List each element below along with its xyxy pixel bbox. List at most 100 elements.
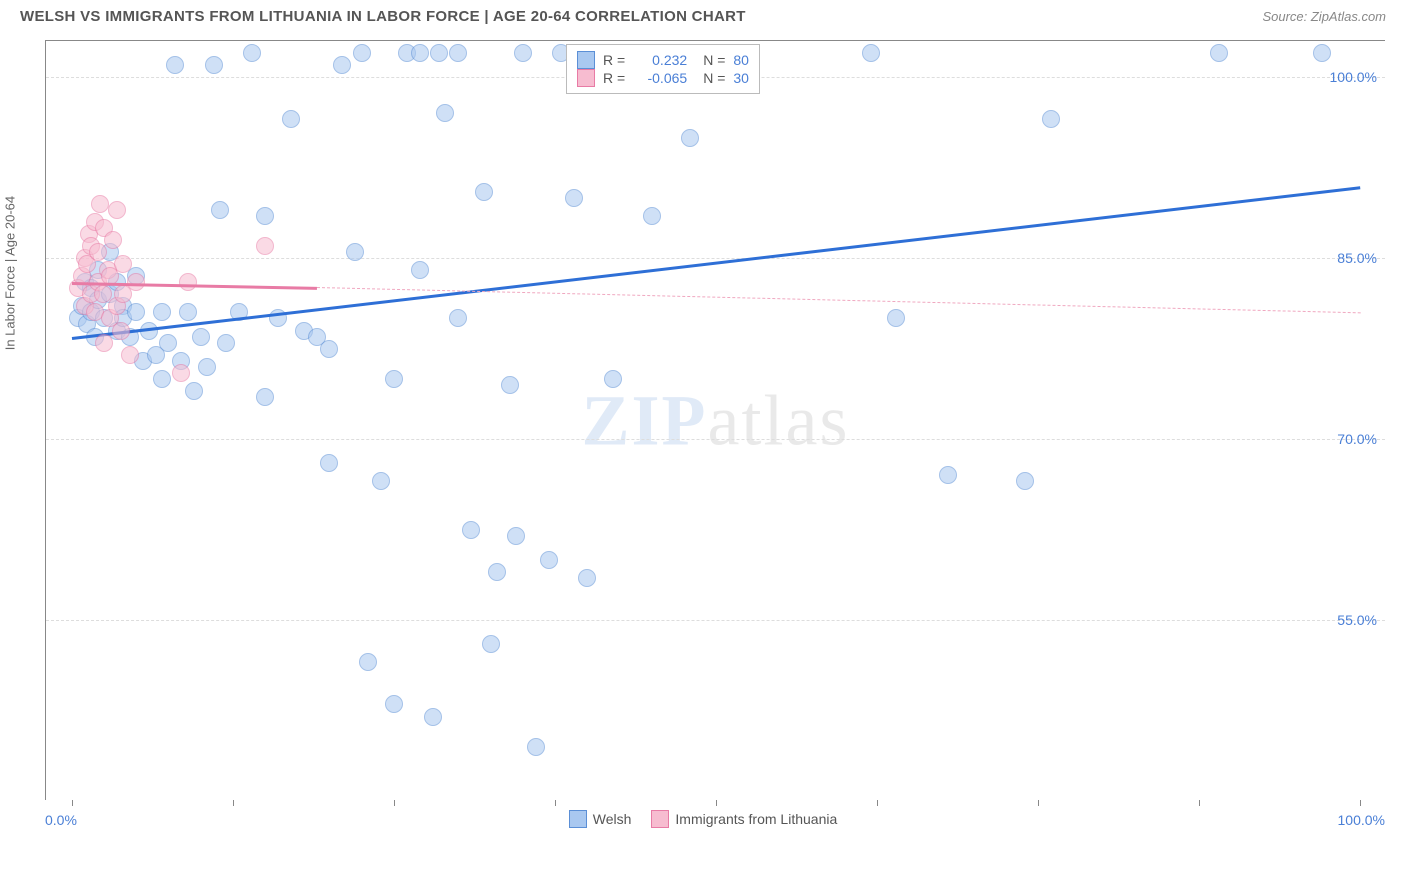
data-point [121, 346, 139, 364]
legend-swatch [569, 810, 587, 828]
data-point [104, 231, 122, 249]
data-point [411, 44, 429, 62]
data-point [217, 334, 235, 352]
y-axis-title: In Labor Force | Age 20-64 [3, 196, 18, 350]
data-point [179, 303, 197, 321]
data-point [385, 695, 403, 713]
legend-r-label: R = [603, 70, 625, 86]
data-point [475, 183, 493, 201]
data-point [89, 243, 107, 261]
title-bar: WELSH VS IMMIGRANTS FROM LITHUANIA IN LA… [0, 0, 1406, 29]
source-label: Source: ZipAtlas.com [1262, 9, 1386, 24]
data-point [643, 207, 661, 225]
data-point [256, 388, 274, 406]
data-point [95, 334, 113, 352]
data-point [527, 738, 545, 756]
data-point [1042, 110, 1060, 128]
data-point [282, 110, 300, 128]
chart-plot-area: ZIPatlas 55.0% 70.0% 85.0% 100.0% R = 0.232 N … [45, 40, 1385, 800]
y-tick-label: 55.0% [1337, 612, 1377, 628]
data-point [127, 303, 145, 321]
data-point [507, 527, 525, 545]
gridline-h [46, 258, 1385, 259]
data-point [411, 261, 429, 279]
data-point [462, 521, 480, 539]
legend-n-value: 30 [733, 70, 749, 86]
data-point [578, 569, 596, 587]
chart-title: WELSH VS IMMIGRANTS FROM LITHUANIA IN LA… [20, 8, 746, 25]
data-point [243, 44, 261, 62]
data-point [449, 309, 467, 327]
correlation-legend: R = 0.232 N = 80 R = -0.065 N = 30 [566, 44, 760, 94]
y-tick-label: 100.0% [1330, 69, 1377, 85]
data-point [198, 358, 216, 376]
bottom-legend-item: Welsh [569, 810, 632, 828]
bottom-legend-label: Immigrants from Lithuania [675, 811, 837, 827]
data-point [114, 255, 132, 273]
bottom-legend: Welsh Immigrants from Lithuania [0, 810, 1406, 831]
data-point [159, 334, 177, 352]
x-tick [1360, 800, 1361, 806]
data-point [887, 309, 905, 327]
data-point [346, 243, 364, 261]
legend-swatch [577, 69, 595, 87]
watermark-zip: ZIP [582, 380, 708, 460]
x-tick [72, 800, 73, 806]
data-point [112, 322, 130, 340]
data-point [1313, 44, 1331, 62]
legend-r-label: R = [603, 52, 625, 68]
y-tick-label: 85.0% [1337, 250, 1377, 266]
data-point [604, 370, 622, 388]
legend-r-value: -0.065 [633, 70, 687, 86]
data-point [166, 56, 184, 74]
data-point [153, 303, 171, 321]
data-point [424, 708, 442, 726]
legend-n-label: N = [703, 52, 725, 68]
data-point [205, 56, 223, 74]
bottom-legend-label: Welsh [593, 811, 632, 827]
legend-r-value: 0.232 [633, 52, 687, 68]
data-point [172, 364, 190, 382]
x-tick [716, 800, 717, 806]
data-point [482, 635, 500, 653]
data-point [359, 653, 377, 671]
data-point [681, 129, 699, 147]
data-point [430, 44, 448, 62]
gridline-h [46, 620, 1385, 621]
gridline-h [46, 439, 1385, 440]
x-tick [555, 800, 556, 806]
data-point [385, 370, 403, 388]
data-point [353, 44, 371, 62]
legend-row: R = -0.065 N = 30 [577, 69, 749, 87]
data-point [939, 466, 957, 484]
data-point [1210, 44, 1228, 62]
data-point [862, 44, 880, 62]
x-tick [1199, 800, 1200, 806]
legend-row: R = 0.232 N = 80 [577, 51, 749, 69]
data-point [333, 56, 351, 74]
data-point [91, 195, 109, 213]
data-point [436, 104, 454, 122]
bottom-legend-item: Immigrants from Lithuania [651, 810, 837, 828]
data-point [540, 551, 558, 569]
y-tick-label: 70.0% [1337, 431, 1377, 447]
legend-n-value: 80 [733, 52, 749, 68]
data-point [320, 454, 338, 472]
data-point [1016, 472, 1034, 490]
data-point [256, 237, 274, 255]
data-point [320, 340, 338, 358]
data-point [372, 472, 390, 490]
legend-swatch [651, 810, 669, 828]
data-point [488, 563, 506, 581]
data-point [153, 370, 171, 388]
data-point [108, 201, 126, 219]
data-point [256, 207, 274, 225]
x-tick [233, 800, 234, 806]
data-point [565, 189, 583, 207]
data-point [514, 44, 532, 62]
watermark: ZIPatlas [582, 379, 850, 462]
data-point [449, 44, 467, 62]
data-point [501, 376, 519, 394]
legend-swatch [577, 51, 595, 69]
legend-n-label: N = [703, 70, 725, 86]
